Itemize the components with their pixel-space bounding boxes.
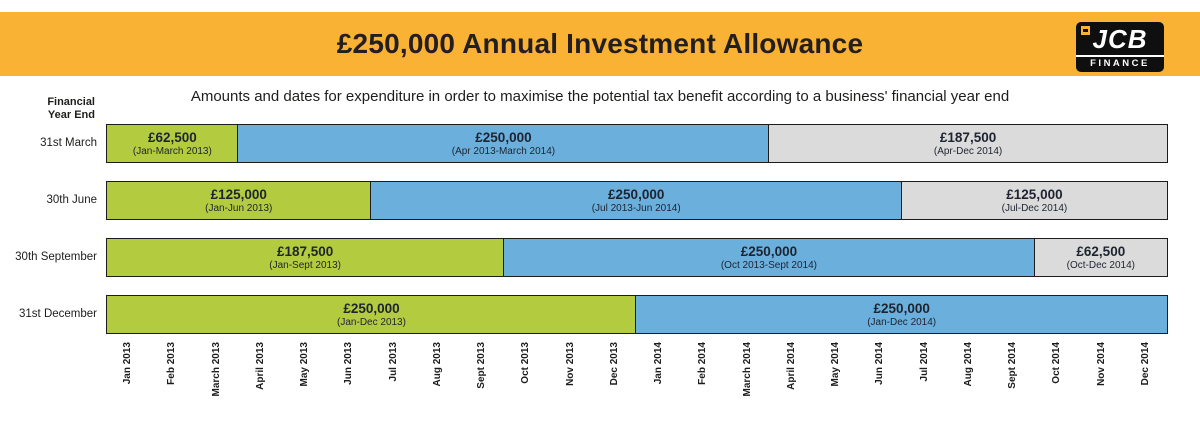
- segment-period: (Jan-Jun 2013): [205, 202, 273, 214]
- bar-segment-blue: £250,000 (Jul 2013-Jun 2014): [369, 181, 903, 220]
- x-axis-month-label: March 2014: [741, 342, 753, 397]
- row-label-year-end: 30th June: [46, 193, 97, 206]
- bar-segment-grey: £125,000 (Jul-Dec 2014): [900, 181, 1168, 220]
- x-axis-month-label: Sept 2014: [1007, 342, 1019, 389]
- x-axis-month-label: March 2013: [210, 342, 222, 397]
- row-label-year-end: 31st March: [40, 136, 97, 149]
- chart-subtitle: Amounts and dates for expenditure in ord…: [190, 88, 1010, 105]
- financial-year-end-axis-label: Financial Year End: [0, 96, 95, 122]
- bar-segment-grey: £62,500 (Oct-Dec 2014): [1033, 238, 1168, 277]
- jcb-finance-logo: JCB FINANCE: [1076, 22, 1164, 72]
- bar-segment-blue: £250,000 (Oct 2013-Sept 2014): [502, 238, 1036, 277]
- bar-segment-blue: £250,000 (Jan-Dec 2014): [635, 295, 1168, 334]
- segment-period: (Oct 2013-Sept 2014): [720, 259, 818, 271]
- x-axis-month-label: Dec 2014: [1139, 342, 1151, 386]
- segment-amount: £62,500: [147, 129, 197, 145]
- x-axis-month-label: Feb 2013: [166, 342, 178, 385]
- segment-period: (Jul-Dec 2014): [1001, 202, 1068, 214]
- segment-amount: £187,500: [276, 243, 334, 259]
- segment-period: (Jan-Dec 2013): [337, 316, 406, 328]
- segment-period: (Apr-Dec 2014): [933, 145, 1003, 157]
- segment-amount: £125,000: [210, 186, 267, 202]
- x-axis-month-label: Jan 2014: [653, 342, 665, 385]
- bar-segment-green: £187,500 (Jan-Sept 2013): [106, 238, 505, 277]
- segment-period: (Jul 2013-Jun 2014): [591, 202, 681, 214]
- segment-period: (Jan-Dec 2014): [867, 316, 937, 328]
- x-axis-month-label: Nov 2014: [1095, 342, 1107, 386]
- bar-segment-green: £62,500 (Jan-March 2013): [106, 124, 239, 163]
- bar-segment-green: £250,000 (Jan-Dec 2013): [106, 295, 637, 334]
- segment-amount: £250,000: [740, 243, 798, 259]
- segment-amount: £250,000: [608, 186, 665, 202]
- financial-year-end-line1: Financial: [47, 96, 95, 108]
- segment-period: (Jan-March 2013): [132, 145, 212, 157]
- x-axis-month-label: April 2014: [785, 342, 797, 390]
- financial-year-end-line2: Year End: [47, 109, 95, 121]
- x-axis-month-label: Sept 2013: [476, 342, 488, 389]
- page-title: £250,000 Annual Investment Allowance: [336, 28, 864, 59]
- x-axis-month-label: Oct 2014: [1051, 342, 1063, 384]
- segment-amount: £250,000: [343, 300, 400, 316]
- logo-brand-text: JCB: [1092, 24, 1148, 54]
- header-band: £250,000 Annual Investment Allowance JCB…: [0, 12, 1200, 76]
- x-axis-month-label: May 2014: [830, 342, 842, 387]
- bar-segment-blue: £250,000 (Apr 2013-March 2014): [237, 124, 770, 163]
- bar-segment-green: £125,000 (Jan-Jun 2013): [106, 181, 372, 220]
- x-axis-month-label: May 2013: [299, 342, 311, 387]
- logo-finance-text: FINANCE: [1076, 55, 1164, 72]
- segment-amount: £62,500: [1076, 243, 1126, 259]
- x-axis-month-label: Oct 2013: [520, 342, 532, 384]
- segment-amount: £250,000: [475, 129, 532, 145]
- x-axis-month-label: Jun 2014: [874, 342, 886, 385]
- x-axis-month-label: Jul 2013: [387, 342, 399, 382]
- row-label-year-end: 31st December: [19, 307, 97, 320]
- segment-period: (Apr 2013-March 2014): [451, 145, 556, 157]
- x-axis-month-label: Dec 2013: [608, 342, 620, 386]
- jcb-digger-icon: [1081, 26, 1090, 35]
- bar-segment-grey: £187,500 (Apr-Dec 2014): [768, 124, 1168, 163]
- x-axis-month-label: Jan 2013: [122, 342, 134, 385]
- segment-amount: £125,000: [1006, 186, 1063, 202]
- x-axis-month-label: Aug 2013: [431, 342, 443, 387]
- segment-period: (Jan-Sept 2013): [269, 259, 341, 271]
- x-axis-month-label: April 2013: [254, 342, 266, 390]
- row-label-year-end: 30th September: [15, 250, 97, 263]
- x-axis-month-label: Jul 2014: [918, 342, 930, 382]
- segment-amount: £250,000: [873, 300, 930, 316]
- x-axis-month-label: Nov 2013: [564, 342, 576, 386]
- x-axis-month-label: Feb 2014: [697, 342, 709, 385]
- x-axis-month-label: Jun 2013: [343, 342, 355, 385]
- x-axis-month-label: Aug 2014: [962, 342, 974, 387]
- segment-period: (Oct-Dec 2014): [1066, 259, 1135, 271]
- segment-amount: £187,500: [939, 129, 997, 145]
